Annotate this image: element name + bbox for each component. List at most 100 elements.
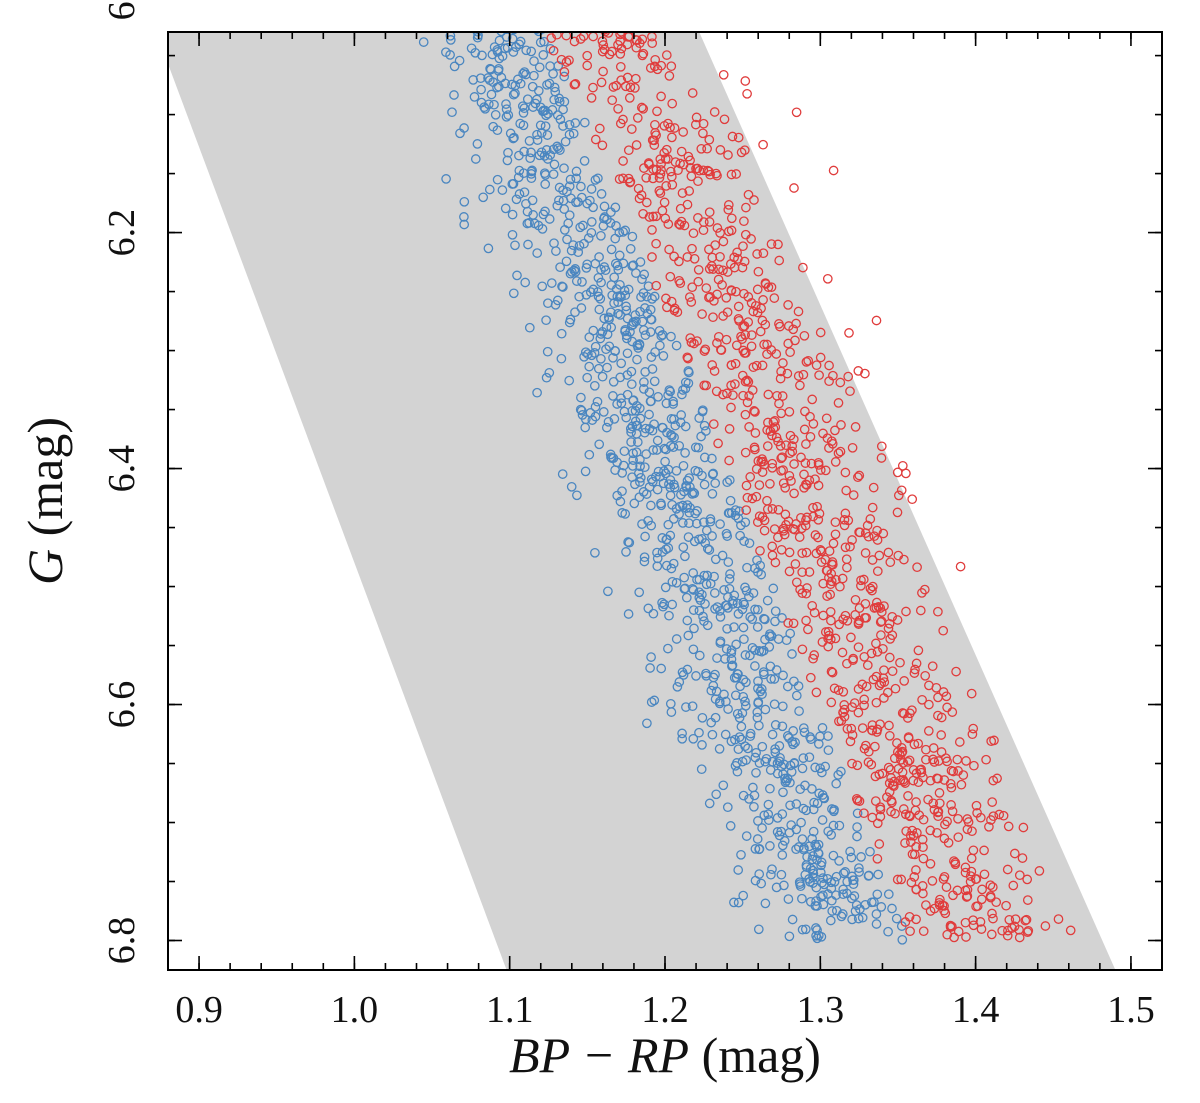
scatter-point-blue xyxy=(759,613,769,624)
scatter-point-blue xyxy=(505,128,516,139)
scatter-point-blue xyxy=(445,35,456,45)
scatter-point-blue xyxy=(643,603,654,614)
scatter-point-red xyxy=(651,280,662,291)
scatter-point-blue xyxy=(580,466,591,477)
scatter-point-red xyxy=(730,379,740,389)
scatter-point-red xyxy=(740,229,751,240)
scatter-point-blue xyxy=(652,553,663,564)
scatter-point-red xyxy=(686,297,697,307)
scatter-point-blue xyxy=(842,888,852,899)
scatter-point-blue xyxy=(740,696,750,707)
scatter-point-blue xyxy=(707,729,718,740)
scatter-point-blue xyxy=(470,47,481,58)
scatter-point-blue xyxy=(732,708,743,719)
scatter-point-red xyxy=(828,370,838,381)
scatter-point-blue xyxy=(496,32,507,37)
scatter-point-blue xyxy=(702,620,713,631)
scatter-point-red xyxy=(828,538,839,549)
scatter-point-blue xyxy=(811,896,821,906)
scatter-point-blue xyxy=(557,469,568,479)
scatter-point-red xyxy=(769,293,780,303)
scatter-point-blue xyxy=(666,707,677,717)
scatter-point-blue xyxy=(610,258,621,269)
scatter-point-blue xyxy=(726,654,737,665)
scatter-point-blue xyxy=(561,256,572,267)
scatter-point-red xyxy=(665,122,675,133)
scatter-point-red xyxy=(917,694,927,705)
scatter-point-red xyxy=(924,699,934,710)
scatter-point-red xyxy=(650,119,660,130)
scatter-point-blue xyxy=(586,217,597,227)
scatter-point-blue xyxy=(731,639,742,650)
scatter-point-red xyxy=(813,460,824,470)
scatter-point-blue xyxy=(540,206,550,217)
scatter-point-red xyxy=(753,266,764,277)
scatter-point-blue xyxy=(873,869,884,880)
scatter-point-blue xyxy=(797,924,808,935)
scatter-point-red xyxy=(793,306,804,317)
scatter-point-red xyxy=(559,67,570,77)
scatter-point-red xyxy=(848,653,859,664)
scatter-point-red xyxy=(599,44,610,55)
scatter-point-blue xyxy=(507,79,517,90)
scatter-point-red xyxy=(732,247,742,258)
scatter-point-red xyxy=(562,14,570,22)
scatter-point-blue xyxy=(645,396,656,407)
scatter-point-red xyxy=(762,441,773,451)
scatter-point-blue xyxy=(574,240,585,251)
scatter-point-blue xyxy=(809,797,819,808)
scatter-point-red xyxy=(933,807,943,818)
scatter-point-red xyxy=(782,368,793,379)
scatter-point-blue xyxy=(527,195,538,206)
scatter-point-blue xyxy=(562,186,572,197)
scatter-point-red xyxy=(594,123,605,134)
scatter-point-red xyxy=(794,532,805,542)
scatter-point-blue xyxy=(627,231,638,242)
scatter-point-blue xyxy=(546,278,557,288)
scatter-point-red xyxy=(698,165,709,176)
scatter-point-red xyxy=(601,11,609,19)
scatter-point-red xyxy=(652,64,663,75)
scatter-point-blue xyxy=(553,143,564,154)
scatter-point-blue xyxy=(576,303,587,313)
scatter-point-blue xyxy=(683,630,694,641)
scatter-point-blue xyxy=(754,844,765,854)
scatter-point-red xyxy=(895,657,905,668)
scatter-point-blue xyxy=(596,230,606,241)
scatter-point-blue xyxy=(505,20,513,28)
scatter-point-red xyxy=(1003,821,1014,832)
scatter-point-red xyxy=(1018,822,1029,833)
scatter-point-red xyxy=(664,244,674,255)
scatter-point-blue xyxy=(441,4,449,12)
scatter-point-blue xyxy=(656,500,667,511)
scatter-point-red xyxy=(580,2,588,10)
scatter-point-blue xyxy=(603,416,614,427)
scatter-point-blue xyxy=(508,133,519,144)
scatter-point-red xyxy=(645,63,656,73)
scatter-point-blue xyxy=(582,259,593,270)
scatter-point-red xyxy=(809,607,820,618)
scatter-point-red xyxy=(583,13,591,21)
scatter-point-blue xyxy=(795,881,806,892)
scatter-point-red xyxy=(639,163,649,173)
scatter-point-red xyxy=(748,362,759,373)
scatter-point-red xyxy=(875,617,886,627)
scatter-point-red xyxy=(960,885,971,896)
scatter-point-red xyxy=(679,220,690,231)
scatter-point-red xyxy=(722,388,732,399)
scatter-point-red xyxy=(657,10,665,18)
scatter-point-blue xyxy=(656,663,667,674)
scatter-point-blue xyxy=(750,661,760,671)
scatter-point-blue xyxy=(576,405,587,416)
scatter-point-blue xyxy=(677,733,688,744)
scatter-point-red xyxy=(1008,880,1019,891)
scatter-point-red xyxy=(913,738,924,749)
scatter-point-red xyxy=(630,83,640,93)
scatter-point-blue xyxy=(518,120,529,131)
scatter-point-blue xyxy=(472,32,483,37)
scatter-point-blue xyxy=(536,147,547,158)
scatter-point-blue xyxy=(646,520,657,531)
scatter-point-blue xyxy=(757,823,767,833)
scatter-point-blue xyxy=(735,530,745,541)
scatter-point-blue xyxy=(883,889,894,900)
